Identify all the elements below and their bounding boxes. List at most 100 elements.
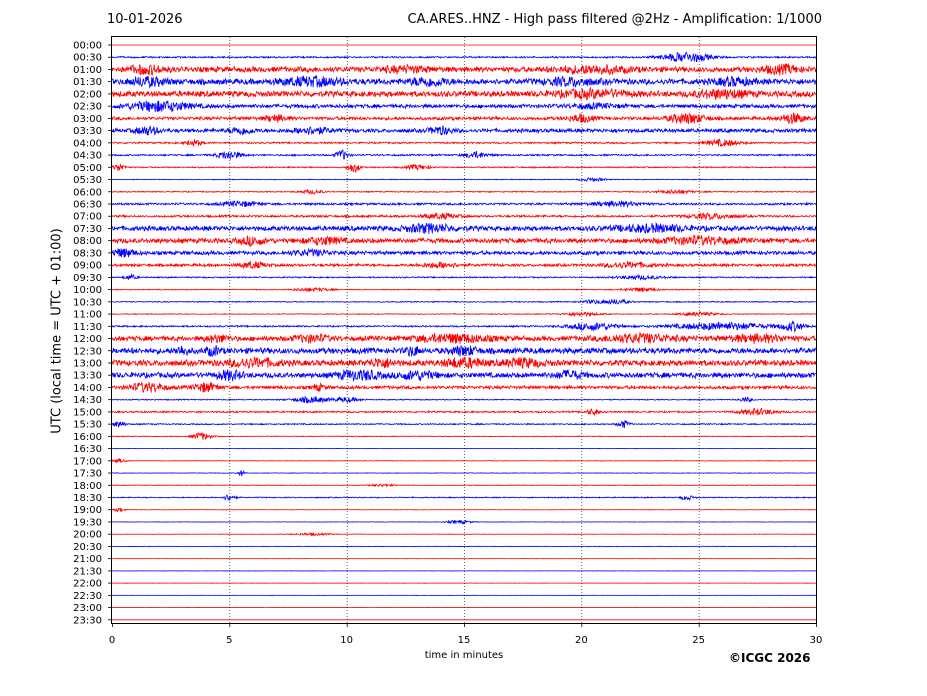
trace-1430 xyxy=(111,395,817,404)
trace-1100 xyxy=(111,310,817,318)
y-tick-label: 06:30 xyxy=(73,199,102,210)
y-tick-label: 22:00 xyxy=(73,579,102,590)
trace-0300 xyxy=(111,112,817,125)
trace-1130 xyxy=(111,320,817,333)
trace-0700 xyxy=(111,211,817,221)
trace-1230 xyxy=(111,344,817,357)
y-tick-label: 18:30 xyxy=(73,493,102,504)
traces-group xyxy=(111,44,817,621)
y-tick-label: 07:30 xyxy=(73,224,102,235)
y-tick-label: 18:00 xyxy=(73,481,102,492)
y-tick-label: 17:00 xyxy=(73,456,102,467)
y-tick-label: 19:30 xyxy=(73,517,102,528)
y-tick-label: 04:30 xyxy=(73,151,102,162)
y-tick-label: 12:00 xyxy=(73,334,102,345)
y-tick-label: 00:30 xyxy=(73,53,102,64)
y-tick-label: 04:00 xyxy=(73,138,102,149)
x-tick-label: 0 xyxy=(109,635,115,646)
trace-1700 xyxy=(111,457,817,464)
x-tick-label: 30 xyxy=(810,635,823,646)
y-tick-label: 11:00 xyxy=(73,310,102,321)
trace-2000 xyxy=(111,531,817,537)
y-tick-label: 01:30 xyxy=(73,77,102,88)
y-tick-label: 06:00 xyxy=(73,187,102,198)
y-tick-label: 15:00 xyxy=(73,407,102,418)
trace-0200 xyxy=(111,86,817,101)
trace-2030 xyxy=(111,545,817,548)
x-tick-label: 5 xyxy=(226,635,232,646)
trace-1000 xyxy=(111,286,817,293)
chart-title: CA.ARES..HNZ - High pass filtered @2Hz -… xyxy=(407,12,822,27)
trace-1330 xyxy=(111,369,817,382)
y-tick-label: 09:30 xyxy=(73,273,102,284)
trace-0430 xyxy=(111,149,817,161)
trace-0530 xyxy=(111,176,817,183)
trace-0330 xyxy=(111,125,817,136)
y-tick-label: 02:30 xyxy=(73,102,102,113)
copyright-notice: ©ICGC 2026 xyxy=(729,651,811,665)
y-tick-label: 03:30 xyxy=(73,126,102,137)
trace-1800 xyxy=(111,483,817,488)
y-tick-label: 17:30 xyxy=(73,469,102,480)
trace-0930 xyxy=(111,272,817,281)
trace-0100 xyxy=(111,63,817,76)
trace-1930 xyxy=(111,519,817,525)
trace-1830 xyxy=(111,494,817,502)
y-tick-label: 15:30 xyxy=(73,420,102,431)
y-tick-label: 11:30 xyxy=(73,322,102,333)
y-tick-label: 08:00 xyxy=(73,236,102,247)
x-tick-label: 20 xyxy=(575,635,588,646)
y-tick-label: 07:00 xyxy=(73,212,102,223)
y-tick-label: 21:00 xyxy=(73,554,102,565)
y-tick-label: 20:30 xyxy=(73,542,102,553)
trace-0600 xyxy=(112,188,817,195)
trace-0230 xyxy=(111,100,817,113)
trace-1530 xyxy=(111,420,817,428)
y-tick-label: 14:00 xyxy=(73,383,102,394)
y-tick-label: 16:30 xyxy=(73,444,102,455)
y-tick-label: 05:30 xyxy=(73,175,102,186)
y-tick-label: 00:00 xyxy=(73,41,102,52)
y-tick-label: 13:30 xyxy=(73,371,102,382)
trace-1900 xyxy=(111,507,817,513)
y-tick-label: 20:00 xyxy=(73,530,102,541)
y-tick-label: 22:30 xyxy=(73,591,102,602)
trace-0730 xyxy=(111,222,817,234)
x-tick-label: 25 xyxy=(692,635,705,646)
trace-1400 xyxy=(111,381,817,394)
y-tick-label: 21:30 xyxy=(73,566,102,577)
y-tick-label: 02:00 xyxy=(73,89,102,100)
trace-1200 xyxy=(111,331,817,344)
trace-0130 xyxy=(111,74,817,89)
trace-0500 xyxy=(111,163,817,173)
trace-0030 xyxy=(111,51,817,63)
y-tick-label: 23:00 xyxy=(73,603,102,614)
y-tick-label: 03:00 xyxy=(73,114,102,125)
trace-1300 xyxy=(111,356,817,370)
x-ticks-group: 0 5 10 15 20 25 30 xyxy=(109,623,823,646)
x-axis-label: time in minutes xyxy=(424,650,504,661)
y-tick-label: 08:30 xyxy=(73,248,102,259)
y-tick-label: 23:30 xyxy=(73,615,102,626)
y-tick-label: 10:00 xyxy=(73,285,102,296)
trace-0900 xyxy=(111,260,817,270)
x-tick-label: 10 xyxy=(340,635,353,646)
trace-0830 xyxy=(111,247,817,258)
y-tick-label: 16:00 xyxy=(73,432,102,443)
y-tick-label: 19:00 xyxy=(73,505,102,516)
trace-1600 xyxy=(111,431,817,441)
x-tick-label: 15 xyxy=(458,635,471,646)
trace-0630 xyxy=(111,200,817,209)
trace-0800 xyxy=(111,234,817,248)
y-tick-label: 13:00 xyxy=(73,358,102,369)
trace-1730 xyxy=(111,469,817,477)
y-tick-label: 12:30 xyxy=(73,346,102,357)
trace-0400 xyxy=(111,138,817,147)
y-tick-label: 14:30 xyxy=(73,395,102,406)
plot-frame xyxy=(111,36,817,624)
y-tick-label: 10:30 xyxy=(73,297,102,308)
y-tick-label: 01:00 xyxy=(73,65,102,76)
y-tick-label: 05:00 xyxy=(73,163,102,174)
